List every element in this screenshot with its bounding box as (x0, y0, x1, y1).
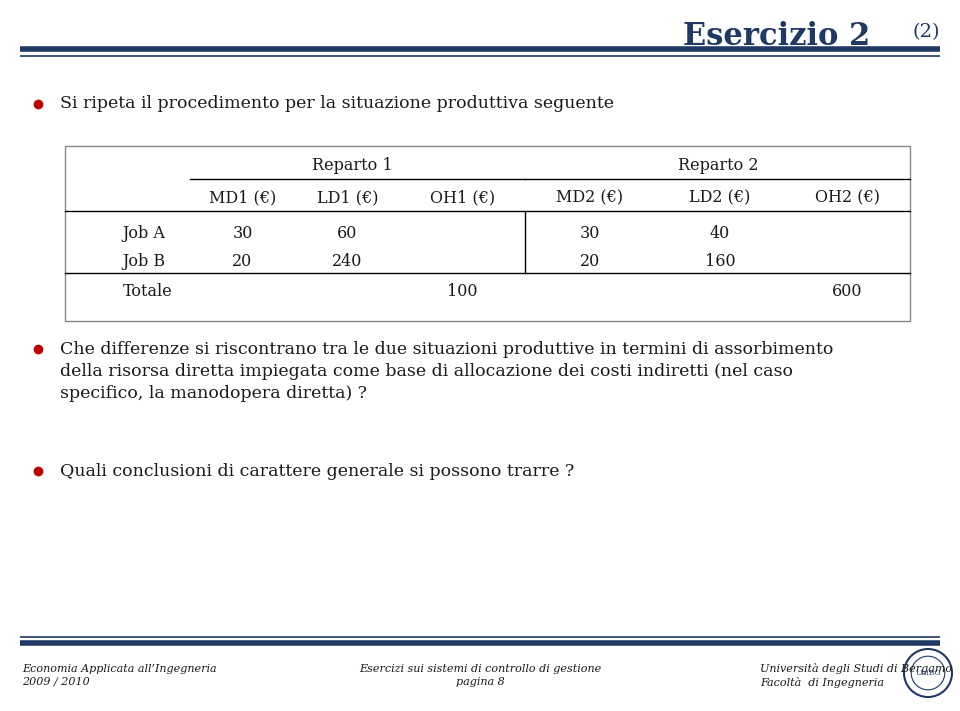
Text: 160: 160 (705, 252, 735, 269)
Text: Economia Applicata all’Ingegneria: Economia Applicata all’Ingegneria (22, 664, 217, 674)
Text: specifico, la manodopera diretta) ?: specifico, la manodopera diretta) ? (60, 385, 367, 402)
Text: Quali conclusioni di carattere generale si possono trarre ?: Quali conclusioni di carattere generale … (60, 462, 574, 479)
Text: OH1 (€): OH1 (€) (430, 190, 495, 206)
FancyBboxPatch shape (65, 146, 910, 321)
Text: 600: 600 (832, 282, 863, 299)
Text: Esercizio 2: Esercizio 2 (683, 21, 870, 52)
Text: 20: 20 (580, 252, 600, 269)
Text: Università degli Studi di Bergamo: Università degli Studi di Bergamo (760, 663, 952, 675)
Text: Esercizi sui sistemi di controllo di gestione: Esercizi sui sistemi di controllo di ges… (359, 664, 601, 674)
Text: Facoltà  di Ingegneria: Facoltà di Ingegneria (760, 676, 884, 688)
Text: OH2 (€): OH2 (€) (815, 190, 880, 206)
Text: LD1 (€): LD1 (€) (317, 190, 378, 206)
Text: 2009 / 2010: 2009 / 2010 (22, 677, 89, 687)
Text: MD1 (€): MD1 (€) (209, 190, 276, 206)
Text: Reparto 1: Reparto 1 (312, 158, 393, 174)
Text: MD2 (€): MD2 (€) (557, 190, 624, 206)
Text: (2): (2) (913, 23, 940, 41)
Text: della risorsa diretta impiegata come base di allocazione dei costi indiretti (ne: della risorsa diretta impiegata come bas… (60, 363, 793, 380)
Text: Reparto 2: Reparto 2 (679, 158, 759, 174)
Text: 240: 240 (332, 252, 363, 269)
Text: 40: 40 (709, 225, 731, 242)
Text: 100: 100 (447, 282, 478, 299)
Text: Che differenze si riscontrano tra le due situazioni produttive in termini di ass: Che differenze si riscontrano tra le due… (60, 341, 833, 358)
Text: Job B: Job B (123, 252, 166, 269)
Text: Si ripeta il procedimento per la situazione produttiva seguente: Si ripeta il procedimento per la situazi… (60, 95, 614, 112)
Text: 30: 30 (232, 225, 252, 242)
Text: Totale: Totale (123, 282, 172, 299)
Text: UniBG: UniBG (915, 669, 941, 677)
Text: 20: 20 (232, 252, 252, 269)
Text: 30: 30 (580, 225, 600, 242)
Text: pagina 8: pagina 8 (456, 677, 504, 687)
Text: 60: 60 (337, 225, 358, 242)
Text: Job A: Job A (123, 225, 165, 242)
Text: LD2 (€): LD2 (€) (689, 190, 751, 206)
